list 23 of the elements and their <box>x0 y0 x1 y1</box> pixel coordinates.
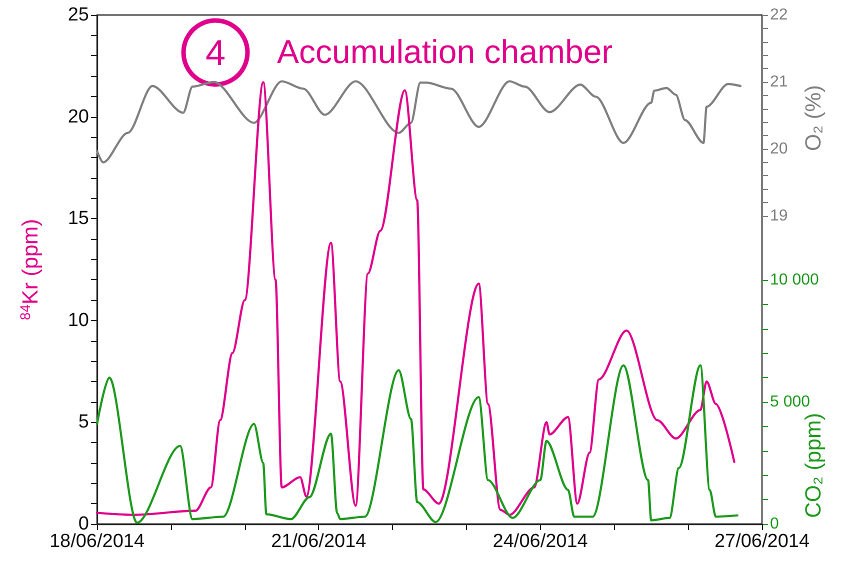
x-tick-label: 27/06/2014 <box>714 531 810 552</box>
line-series <box>96 80 742 164</box>
y3-tick-label: 10 000 <box>770 271 820 288</box>
y-tick-label: 25 <box>68 4 89 26</box>
y3-tick-label: 0 <box>770 516 779 532</box>
y-tick-label: 15 <box>68 208 89 230</box>
y-tick-label: 10 <box>68 310 89 331</box>
y2-tick-label: 20 <box>770 140 788 158</box>
y-axis-title: 84Kr (ppm) <box>17 218 42 320</box>
x-tick-label: 24/06/2014 <box>492 531 588 552</box>
y-tick-label: 5 <box>78 412 89 433</box>
y3-tick-label: 5 000 <box>770 393 810 410</box>
annotation: 4 <box>205 32 226 73</box>
y2-tick-label: 21 <box>770 73 788 90</box>
y2-tick-label: 22 <box>770 6 788 24</box>
line-series <box>96 364 738 524</box>
y2-axis-title: O₂ (%) <box>800 85 826 151</box>
y2-tick-label: 19 <box>770 207 788 224</box>
y-tick-label: 20 <box>68 106 89 128</box>
x-tick-label: 21/06/2014 <box>271 531 367 552</box>
line-series <box>96 81 736 516</box>
text: Accumulation chamber <box>277 33 613 70</box>
y3-axis-title: CO₂ (ppm) <box>800 412 826 518</box>
